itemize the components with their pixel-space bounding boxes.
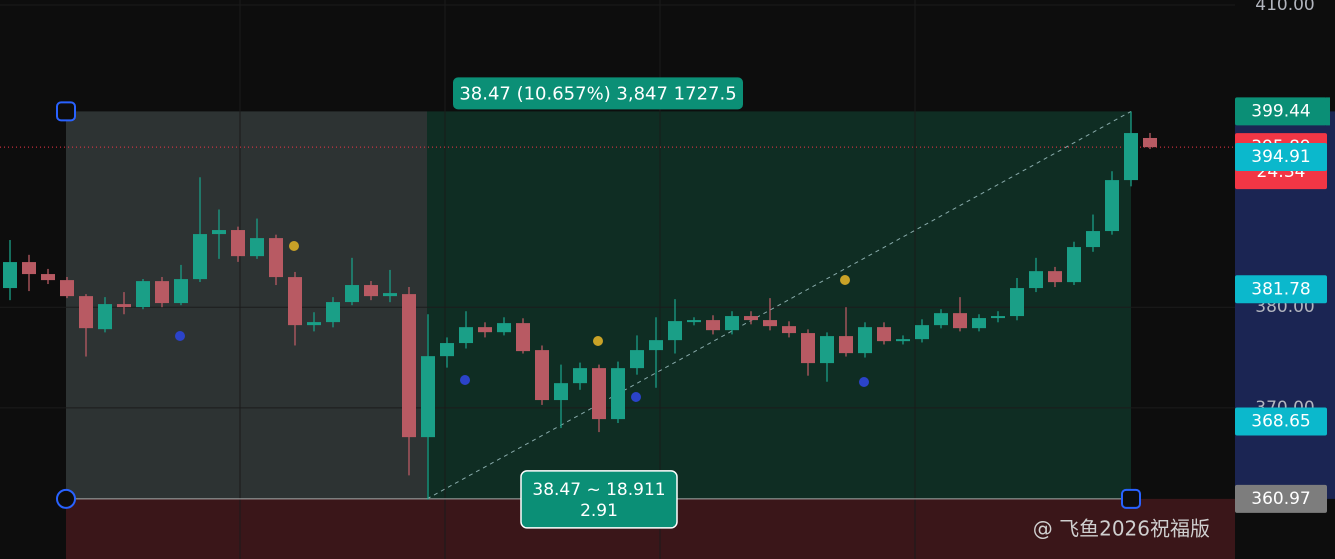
candle-body <box>877 327 891 342</box>
diagonal <box>426 110 1132 500</box>
candle-body <box>1105 180 1119 232</box>
candle-body <box>592 368 606 420</box>
candle-body <box>79 296 93 329</box>
candle-body <box>915 325 929 340</box>
candle-body <box>136 281 150 308</box>
candle-body <box>155 281 169 304</box>
measure-summary: 38.47 (10.657%) 3,847 1727.5 <box>459 83 736 104</box>
candle-body <box>820 336 834 364</box>
price-tag <box>1235 407 1327 436</box>
candle-body <box>573 368 587 384</box>
candle-body <box>668 321 682 341</box>
candle-body <box>497 323 511 333</box>
price-tag-label: 360.97 <box>1251 489 1310 509</box>
price-tag <box>1235 275 1327 304</box>
candle-body <box>630 350 644 369</box>
signal-dot <box>460 375 470 385</box>
candle-body <box>383 293 397 297</box>
candle-body <box>440 343 454 357</box>
candle-body <box>174 279 188 304</box>
candle-body <box>649 340 663 351</box>
signal-dot <box>289 241 299 251</box>
candle-body <box>193 234 207 280</box>
candle-body <box>22 262 36 275</box>
candle-body <box>478 327 492 333</box>
candle-body <box>41 274 55 281</box>
candle-body <box>972 318 986 329</box>
candle-body <box>687 320 701 323</box>
candle-body <box>1029 271 1043 289</box>
handle <box>56 101 76 122</box>
candle-body <box>1124 133 1138 181</box>
price-tag <box>1235 143 1327 172</box>
candle-body <box>953 313 967 329</box>
candle-body <box>231 230 245 257</box>
candle-body <box>364 285 378 297</box>
handle <box>56 488 76 509</box>
price-tag <box>1235 484 1327 513</box>
candle-body <box>801 333 815 364</box>
candle-body <box>1143 137 1157 148</box>
signal-dot <box>175 331 185 341</box>
candle-body <box>535 350 549 401</box>
candle-body <box>98 304 112 330</box>
candle-body <box>421 356 435 438</box>
measure-bars: 2.91 <box>580 501 618 521</box>
candle-body <box>725 316 739 331</box>
signal-dot <box>840 275 850 285</box>
candle-body <box>250 238 264 257</box>
signal-dot <box>859 377 869 387</box>
candle-body <box>839 336 853 354</box>
candle-body <box>1067 247 1081 283</box>
handle <box>1121 488 1141 509</box>
measure-range: 38.47 ~ 18.911 <box>532 480 665 500</box>
candle-body <box>1086 231 1100 248</box>
summary-box <box>453 77 743 110</box>
price-tag-label: 368.65 <box>1251 412 1310 432</box>
candle-body <box>3 262 17 289</box>
candle-body <box>60 280 74 297</box>
candle-body <box>896 339 910 342</box>
candle-body <box>212 230 226 235</box>
candle-body <box>402 294 416 438</box>
candle-body <box>706 320 720 331</box>
candle-body <box>611 368 625 420</box>
range-box <box>520 470 678 529</box>
candle-body <box>117 304 131 308</box>
price-tag-label: 394.91 <box>1251 147 1310 167</box>
candle-body <box>1048 271 1062 283</box>
candle-body <box>934 313 948 326</box>
signal-dot <box>593 336 603 346</box>
price-tag-label: 399.44 <box>1251 101 1310 121</box>
candle-body <box>782 326 796 334</box>
candle-body <box>554 383 568 401</box>
price-tag <box>1235 97 1327 126</box>
signal-dot <box>631 392 641 402</box>
candle-body <box>744 316 758 321</box>
candle-body <box>459 327 473 344</box>
candle-body <box>516 323 530 352</box>
scroll-edge <box>1326 97 1330 126</box>
candle-body <box>345 285 359 303</box>
y-tick-label: 410.00 <box>1255 0 1314 15</box>
watermark: @ 飞鱼2026祝福版 <box>1033 517 1210 541</box>
candle-body <box>288 277 302 326</box>
candle-body <box>307 322 321 326</box>
candle-body <box>1010 288 1024 317</box>
price-tag-label: 381.78 <box>1251 279 1310 299</box>
candle-body <box>991 316 1005 319</box>
candle-body <box>763 320 777 327</box>
candle-body <box>858 327 872 354</box>
candle-body <box>269 238 283 278</box>
candle-body <box>326 302 340 323</box>
